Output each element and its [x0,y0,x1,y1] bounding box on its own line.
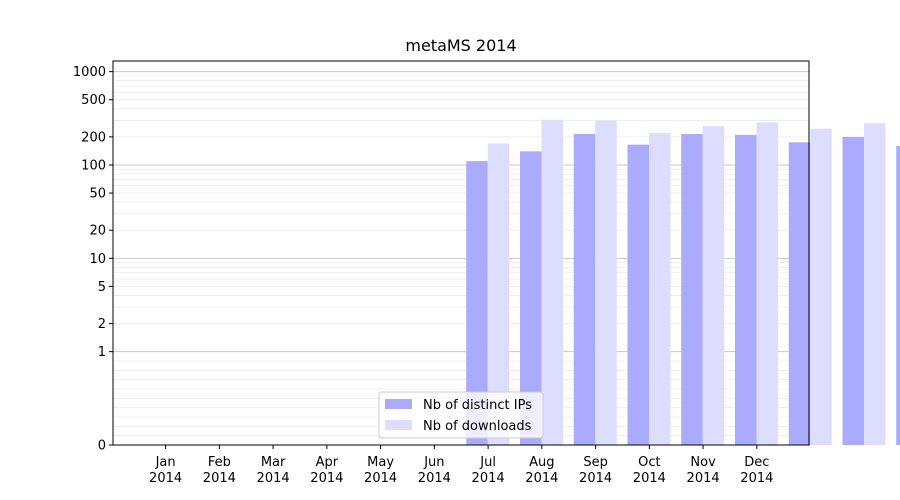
x-tick-label-month: Jan [155,455,176,470]
x-tick-label-month: Jul [479,455,496,470]
x-tick-label-year: 2014 [310,471,343,486]
bar-downloads [541,119,563,446]
y-tick-label: 50 [89,187,106,202]
y-tick-label: 500 [81,93,106,108]
bar-downloads [595,120,617,445]
x-tick-label-year: 2014 [633,471,666,486]
x-tick-label-year: 2014 [687,471,720,486]
y-tick-label: 2 [98,317,106,332]
x-tick-label-year: 2014 [257,471,290,486]
y-tick-label: 100 [81,158,106,173]
bar-downloads [864,123,886,446]
legend-swatch [385,399,412,409]
x-tick-label-month: Jun [423,455,444,470]
bar-distinct-ips [573,133,596,445]
y-tick-label: 0 [98,439,106,454]
bars [466,119,900,446]
x-tick-label-month: Nov [690,455,716,470]
bar-downloads [756,122,778,445]
bar-distinct-ips [520,151,542,445]
x-tick-label-month: Sep [583,455,608,470]
legend-box [378,391,544,439]
legend-label: Nb of distinct IPs [423,398,532,413]
bar-downloads [649,133,671,445]
y-tick-label: 1000 [73,65,106,80]
legend-label: Nb of downloads [423,419,532,434]
bar-distinct-ips [735,134,757,445]
bar-downloads [487,143,510,445]
y-axis: 0 1 2 5 10 20 50 100 200 500 1000 [73,65,113,454]
x-tick-label-year: 2014 [579,471,612,486]
legend: Nb of distinct IPs Nb of downloads [378,391,544,439]
legend-swatch [385,420,412,430]
x-axis: Jan2014Feb2014Mar2014Apr2014May2014Jun20… [149,445,773,486]
bar-distinct-ips [788,142,811,445]
chart-title: metaMS 2014 [405,36,516,55]
bar-distinct-ips [681,133,703,445]
x-tick-label-year: 2014 [525,471,558,486]
x-tick-label-month: Oct [638,455,660,470]
x-tick-label-year: 2014 [740,471,773,486]
y-tick-label: 20 [89,224,106,239]
y-tick-label: 5 [98,280,106,295]
bar-downloads [810,128,832,446]
bar-distinct-ips [627,144,649,445]
bar-distinct-ips [896,145,900,445]
x-tick-label-month: Dec [744,455,769,470]
x-tick-label-month: Aug [529,455,554,470]
plot-frame [112,60,810,446]
x-tick-label-year: 2014 [418,471,451,486]
x-tick-label-month: Apr [316,455,339,470]
bar-distinct-ips [842,136,864,445]
x-tick-label-month: May [367,455,394,470]
x-tick-label-year: 2014 [149,471,182,486]
x-tick-label-month: Mar [261,455,286,470]
y-tick-label: 1 [98,345,106,360]
x-tick-label-year: 2014 [203,471,236,486]
x-tick-label-year: 2014 [472,471,505,486]
bar-distinct-ips [466,161,488,446]
bar-downloads [702,126,725,446]
y-tick-label: 200 [81,130,106,145]
x-tick-label-year: 2014 [364,471,397,486]
x-tick-label-month: Feb [208,455,231,470]
y-tick-label: 10 [89,252,106,267]
